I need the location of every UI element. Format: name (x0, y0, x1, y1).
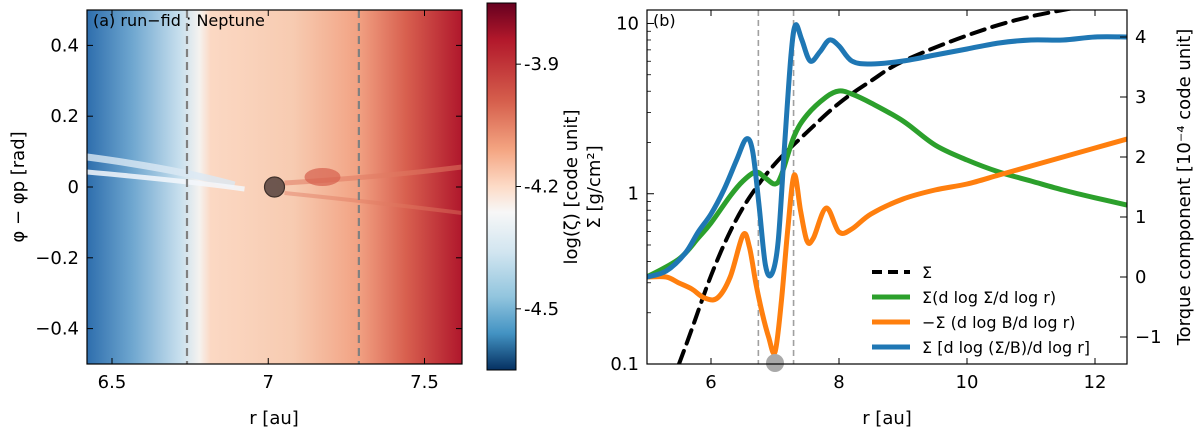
line-ylabel-left: Σ [g/cm²] (584, 145, 605, 228)
heatmap-ylabel: φ − φp [rad] (8, 131, 29, 242)
line-series-group (647, 10, 1127, 364)
colorbar-label: log(ζ) [code unit] (561, 109, 582, 264)
series-line-3 (647, 22, 1127, 280)
heatmap-xticks: 6.5 7 7.5 (98, 10, 439, 393)
line-ytick-left-label: 10 (616, 13, 639, 34)
heatmap-wake-inner-lower (87, 169, 245, 192)
line-xtick-label: 6 (705, 372, 716, 393)
legend-label-2: −Σ (d log B/d log r) (922, 313, 1075, 332)
line-ytick-right-label: 3 (1135, 87, 1146, 108)
line-ytick-right-label: 2 (1135, 147, 1146, 168)
line-yticks-right: −1 0 1 2 3 4 (1120, 27, 1162, 348)
planet-circle (263, 176, 286, 198)
line-ytick-left-label: 0.1 (610, 354, 639, 375)
heatmap-panel: 6.5 7 7.5 0.4 0.2 0 −0.2 −0.4 (a) run−fid : Ne… (8, 9, 463, 429)
heatmap-xtick-label: 7.5 (410, 372, 439, 393)
heatmap-ytick-label: 0.4 (50, 35, 79, 56)
heatmap-panel-tag: (a) run−fid : Neptune (93, 11, 265, 30)
heatmap-xlabel: r [au] (249, 408, 299, 429)
heatmap-wake-inner-upper (87, 153, 236, 189)
heatmap-ytick-label: −0.2 (35, 248, 79, 269)
legend-label-0: Σ (922, 263, 932, 282)
series-line-1 (647, 88, 1127, 280)
colorbar-tick-label: -4.5 (524, 299, 559, 320)
line-ytick-right-label: 0 (1135, 267, 1146, 288)
heatmap-yticks: 0.4 0.2 0 −0.2 −0.4 (35, 35, 462, 340)
heatmap-ytick-label: 0 (68, 177, 79, 198)
legend-label-1: Σ(d log Σ/d log r) (922, 288, 1056, 307)
series-line-2 (647, 136, 1127, 356)
colorbar-tick-label: -3.9 (524, 54, 559, 75)
colorbar: -3.9 -4.2 -4.5 log(ζ) [code unit] (486, 2, 582, 371)
planet-marker-dot (766, 354, 784, 372)
line-yticks-left: 0.1 1 10 (610, 13, 654, 375)
line-ytick-right-label: −1 (1135, 327, 1162, 348)
heatmap-vlines (185, 10, 360, 364)
line-ytick-right-label: 1 (1135, 207, 1146, 228)
colorbar-ticks: -3.9 -4.2 -4.5 (516, 54, 559, 320)
line-xlabel: r [au] (862, 408, 912, 429)
heatmap-ytick-label: −0.4 (35, 319, 79, 340)
line-frame (646, 9, 1128, 365)
line-xtick-label: 8 (833, 372, 844, 393)
line-xtick-label: 10 (956, 372, 979, 393)
line-ylabel-right: Torque component [10⁻⁴ code unit] (1174, 29, 1195, 347)
line-ytick-left-label: 1 (628, 184, 639, 205)
series-line-0 (677, 10, 1074, 364)
heatmap-ytick-label: 0.2 (50, 106, 79, 127)
heatmap-xtick-label: 6.5 (98, 372, 127, 393)
planet-marker-b (766, 354, 784, 372)
colorbar-bar (486, 2, 517, 371)
legend-label-3: Σ [d log (Σ/B)/d log r] (922, 338, 1090, 357)
heatmap-wake-outer-lower (284, 191, 462, 215)
line-xtick-label: 12 (1084, 372, 1107, 393)
heatmap-xtick-label: 7 (263, 372, 274, 393)
colorbar-tick-label: -4.2 (524, 177, 559, 198)
line-xticks: 6 8 10 12 (705, 10, 1106, 393)
heatmap-hotspot (304, 168, 341, 186)
line-ytick-right-label: 4 (1135, 27, 1146, 48)
legend: Σ Σ(d log Σ/d log r) −Σ (d log B/d log r) Σ… (872, 263, 1090, 357)
planet-marker (263, 176, 286, 198)
line-panel-tag: (b) (653, 11, 676, 30)
